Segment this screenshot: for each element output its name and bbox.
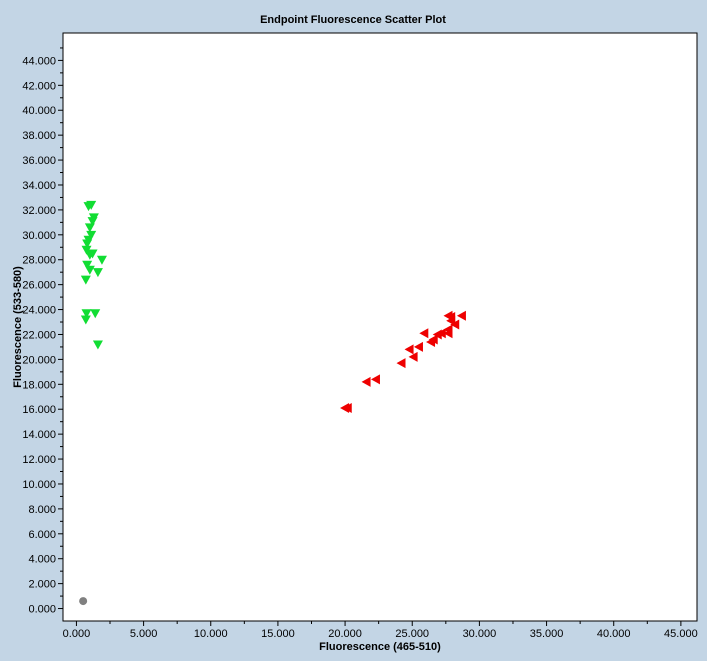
data-point-green — [92, 268, 103, 278]
x-axis: 0.000 5.000 10.000 15.000 20.000 25.000 30.000… — [63, 621, 698, 640]
y-tick-label: 42.000 — [22, 80, 56, 92]
y-tick-label: 32.000 — [22, 205, 56, 217]
y-tick-label: 10.000 — [22, 479, 56, 491]
data-point-green — [80, 315, 91, 325]
data-point-gray — [79, 597, 88, 606]
x-tick-label: 20.000 — [328, 628, 362, 640]
y-tick-label: 30.000 — [22, 230, 56, 242]
data-point-green — [83, 202, 94, 212]
y-tick-label: 0.000 — [28, 604, 56, 616]
data-point-red — [450, 319, 460, 330]
data-point-red — [361, 376, 371, 387]
y-tick-label: 16.000 — [22, 404, 56, 416]
data-point-red — [404, 344, 414, 355]
x-axis-label: Fluorescence (465-510) — [319, 641, 441, 653]
y-tick-label: 44.000 — [22, 55, 56, 67]
data-point-green — [96, 255, 107, 265]
data-point-green — [87, 217, 98, 227]
y-tick-label: 8.000 — [28, 504, 56, 516]
x-tick-label: 35.000 — [530, 628, 564, 640]
x-tick-label: 45.000 — [664, 628, 698, 640]
y-tick-label: 40.000 — [22, 105, 56, 117]
data-point-red — [396, 358, 406, 369]
data-point-red — [446, 312, 456, 323]
y-tick-label: 2.000 — [28, 579, 56, 591]
y-tick-label: 4.000 — [28, 554, 56, 566]
y-tick-label: 14.000 — [22, 429, 56, 441]
data-point-green — [86, 230, 97, 240]
data-point-red — [428, 334, 438, 345]
x-tick-label: 15.000 — [261, 628, 295, 640]
y-tick-label: 26.000 — [22, 280, 56, 292]
y-tick-label: 20.000 — [22, 354, 56, 366]
y-tick-label: 12.000 — [22, 454, 56, 466]
data-point-red — [342, 402, 352, 413]
x-tick-label: 25.000 — [395, 628, 429, 640]
y-tick-label: 36.000 — [22, 155, 56, 167]
y-tick-label: 24.000 — [22, 305, 56, 317]
y-axis: 0.000 2.000 4.000 6.000 8.000 10.000 12.000 14.… — [22, 47, 63, 616]
data-point-green — [81, 245, 92, 255]
data-point-red — [436, 328, 446, 339]
data-point-green — [90, 309, 101, 319]
y-tick-label: 34.000 — [22, 180, 56, 192]
x-tick-label: 40.000 — [597, 628, 631, 640]
x-tick-label: 0.000 — [63, 628, 91, 640]
data-point-green — [84, 265, 95, 275]
data-point-green — [92, 340, 103, 350]
y-tick-label: 38.000 — [22, 130, 56, 142]
data-point-red — [456, 310, 466, 321]
y-tick-label: 6.000 — [28, 529, 56, 541]
data-point-green — [84, 223, 95, 233]
data-point-red — [370, 374, 380, 385]
data-points — [79, 200, 466, 606]
x-tick-label: 10.000 — [194, 628, 228, 640]
y-axis-label: Fluorescence (533-580) — [12, 266, 24, 388]
data-point-green — [82, 239, 93, 249]
data-point-green — [82, 260, 93, 270]
chart-title: Endpoint Fluorescence Scatter Plot — [260, 14, 446, 26]
y-tick-label: 28.000 — [22, 255, 56, 267]
data-point-green — [81, 309, 92, 319]
x-tick-label: 5.000 — [130, 628, 158, 640]
data-point-green — [80, 275, 91, 285]
data-point-red — [443, 324, 453, 335]
y-tick-label: 22.000 — [22, 329, 56, 341]
data-point-red — [408, 351, 418, 362]
y-tick-label: 18.000 — [22, 379, 56, 391]
data-point-red — [413, 341, 423, 352]
x-tick-label: 30.000 — [463, 628, 497, 640]
data-point-green — [87, 249, 98, 259]
data-point-red — [419, 328, 429, 339]
plot-area — [62, 32, 698, 622]
